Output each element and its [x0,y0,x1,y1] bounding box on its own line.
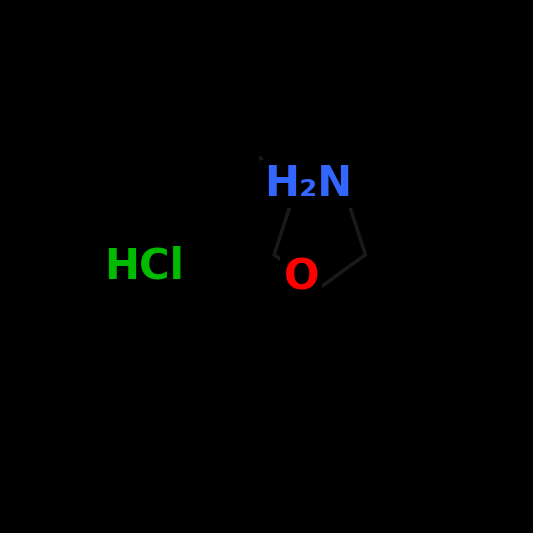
Text: H₂N: H₂N [264,163,352,205]
Text: O: O [284,256,319,298]
Text: HCl: HCl [104,246,184,287]
